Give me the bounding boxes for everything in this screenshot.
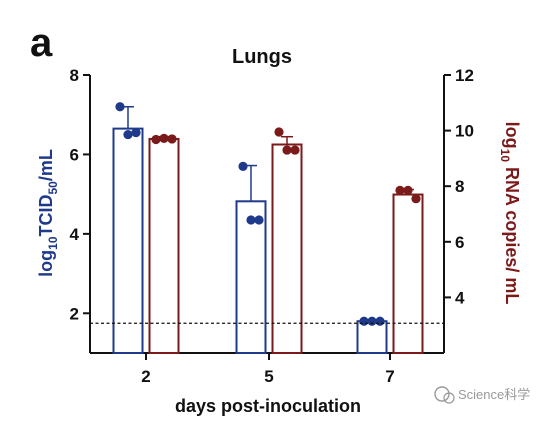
data-point bbox=[274, 127, 284, 137]
bar bbox=[392, 193, 424, 354]
data-point bbox=[254, 215, 264, 225]
watermark: Science科学 bbox=[434, 386, 530, 404]
wechat-icon bbox=[434, 386, 450, 402]
data-point bbox=[282, 145, 292, 155]
y-left-tick-label: 6 bbox=[70, 145, 79, 164]
data-point bbox=[395, 185, 405, 195]
data-point bbox=[131, 127, 141, 138]
y-right-label-log: log bbox=[502, 122, 522, 149]
data-point bbox=[246, 215, 256, 225]
data-point bbox=[167, 134, 177, 144]
data-point bbox=[151, 134, 161, 145]
plot-area: 2 4 6 8 4 6 8 10 12 2 5 7 bbox=[70, 66, 474, 386]
bar bbox=[271, 143, 303, 354]
y-left-label-log: log bbox=[36, 250, 56, 277]
y-left-tick-label: 2 bbox=[70, 304, 79, 323]
x-axis-label: days post-inoculation bbox=[175, 396, 361, 416]
data-point bbox=[159, 133, 169, 143]
x-tick-label: 7 bbox=[385, 367, 394, 386]
y-right-label-tail: RNA copies/ mL bbox=[502, 162, 522, 304]
bar bbox=[148, 137, 180, 354]
y-left-tick-label: 4 bbox=[70, 225, 80, 244]
chart-title: Lungs bbox=[232, 46, 292, 68]
wechat-icon-inner bbox=[443, 392, 455, 404]
y-right-tick-label: 8 bbox=[455, 177, 464, 196]
x-tick-label: 5 bbox=[264, 367, 273, 386]
x-tick-label: 2 bbox=[141, 367, 150, 386]
data-point bbox=[367, 316, 377, 326]
data-point bbox=[115, 102, 125, 112]
y-left-label-sub2: 50 bbox=[46, 181, 60, 195]
data-point bbox=[290, 145, 300, 155]
y-axis-left-label: log10TCID50/mL bbox=[36, 149, 60, 277]
data-point bbox=[403, 185, 413, 195]
y-right-label-sub: 10 bbox=[498, 149, 512, 163]
y-right-tick-label: 12 bbox=[455, 66, 474, 85]
y-right-tick-label: 6 bbox=[455, 233, 464, 252]
data-point bbox=[411, 194, 421, 204]
bar bbox=[356, 320, 388, 355]
y-left-label-tail: /mL bbox=[36, 149, 56, 181]
panel-label: a bbox=[30, 21, 53, 65]
y-right-tick-label: 10 bbox=[455, 122, 474, 141]
y-left-label-mid: TCID bbox=[36, 195, 56, 237]
bar bbox=[112, 127, 144, 354]
data-point bbox=[238, 161, 248, 171]
data-point bbox=[123, 129, 133, 140]
y-axis-right-label: log10 RNA copies/ mL bbox=[498, 122, 522, 305]
watermark-text: Science科学 bbox=[458, 387, 530, 402]
data-point bbox=[359, 316, 369, 326]
y-left-label-sub1: 10 bbox=[46, 236, 60, 250]
y-right-tick-label: 4 bbox=[455, 288, 465, 307]
y-left-tick-label: 8 bbox=[70, 66, 79, 85]
data-point bbox=[375, 316, 385, 326]
